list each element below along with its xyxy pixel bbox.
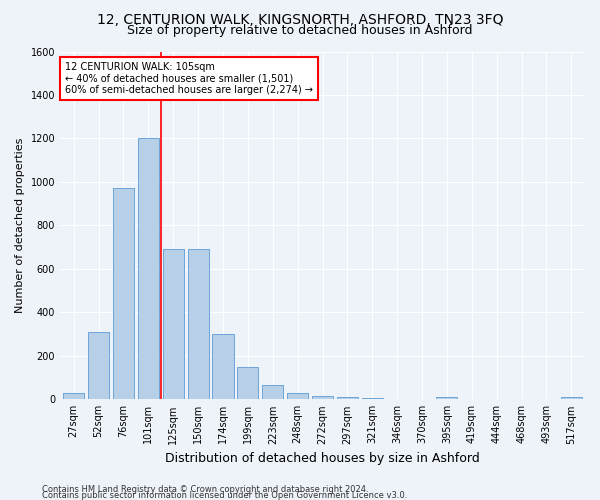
Text: Contains public sector information licensed under the Open Government Licence v3: Contains public sector information licen… xyxy=(42,491,407,500)
Bar xyxy=(436,397,457,400)
Bar xyxy=(312,396,333,400)
Y-axis label: Number of detached properties: Number of detached properties xyxy=(15,138,25,313)
Bar xyxy=(212,334,233,400)
Text: Size of property relative to detached houses in Ashford: Size of property relative to detached ho… xyxy=(127,24,473,37)
Bar xyxy=(163,250,184,400)
X-axis label: Distribution of detached houses by size in Ashford: Distribution of detached houses by size … xyxy=(165,452,480,465)
Bar xyxy=(362,398,383,400)
Bar xyxy=(262,385,283,400)
Bar xyxy=(138,138,159,400)
Bar xyxy=(113,188,134,400)
Bar xyxy=(63,393,84,400)
Bar xyxy=(337,397,358,400)
Text: Contains HM Land Registry data © Crown copyright and database right 2024.: Contains HM Land Registry data © Crown c… xyxy=(42,485,368,494)
Bar xyxy=(561,397,582,400)
Bar xyxy=(188,250,209,400)
Text: 12 CENTURION WALK: 105sqm
← 40% of detached houses are smaller (1,501)
60% of se: 12 CENTURION WALK: 105sqm ← 40% of detac… xyxy=(65,62,313,95)
Bar xyxy=(287,393,308,400)
Bar xyxy=(88,332,109,400)
Text: 12, CENTURION WALK, KINGSNORTH, ASHFORD, TN23 3FQ: 12, CENTURION WALK, KINGSNORTH, ASHFORD,… xyxy=(97,12,503,26)
Bar xyxy=(238,366,259,400)
